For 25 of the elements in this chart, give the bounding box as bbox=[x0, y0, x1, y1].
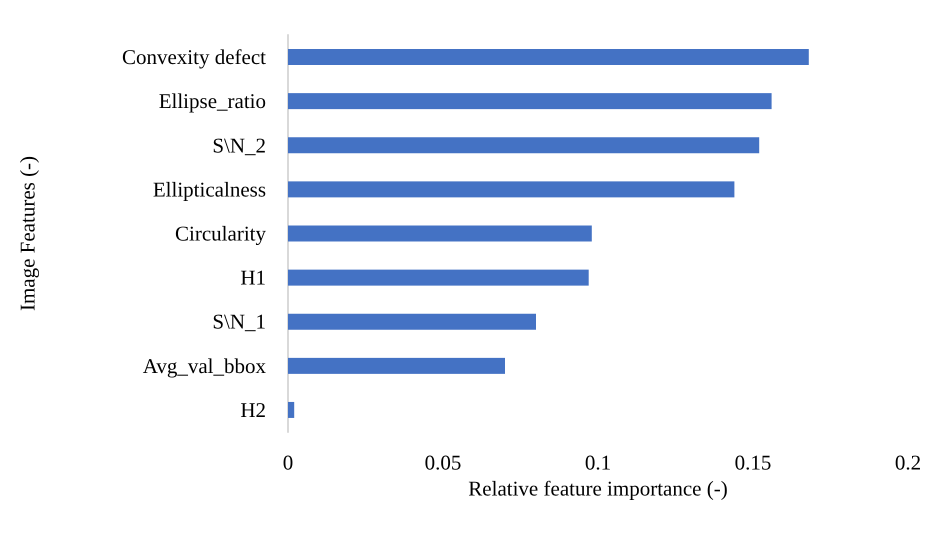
bar bbox=[288, 49, 809, 66]
x-tick-label: 0.05 bbox=[424, 450, 462, 474]
bar bbox=[288, 358, 505, 374]
y-tick-label: H1 bbox=[240, 266, 266, 290]
x-tick-label: 0.1 bbox=[584, 450, 612, 474]
bar bbox=[288, 270, 589, 286]
y-axis-title: Image Features (-) bbox=[16, 156, 40, 312]
y-tick-label: Ellipse_ratio bbox=[158, 89, 266, 114]
x-tick-label: 0.15 bbox=[734, 450, 772, 474]
bar bbox=[288, 137, 760, 154]
y-tick-label: Convexity defect bbox=[122, 45, 266, 70]
bar bbox=[288, 402, 294, 418]
y-tick-label: H2 bbox=[240, 398, 266, 422]
y-tick-label: S\N_1 bbox=[212, 310, 266, 334]
bar bbox=[288, 181, 734, 198]
y-tick-label: Avg_val_bbox bbox=[142, 354, 266, 378]
bar bbox=[288, 93, 772, 110]
x-tick-label: 0 bbox=[282, 450, 294, 474]
y-tick-label: Ellipticalness bbox=[152, 177, 266, 202]
bar bbox=[288, 226, 592, 242]
bar bbox=[288, 314, 536, 330]
y-tick-label: S\N_2 bbox=[212, 133, 266, 158]
x-tick-label: 0.2 bbox=[894, 450, 922, 474]
y-tick-label: Circularity bbox=[175, 222, 266, 246]
x-axis-title: Relative feature importance (-) bbox=[468, 476, 728, 500]
